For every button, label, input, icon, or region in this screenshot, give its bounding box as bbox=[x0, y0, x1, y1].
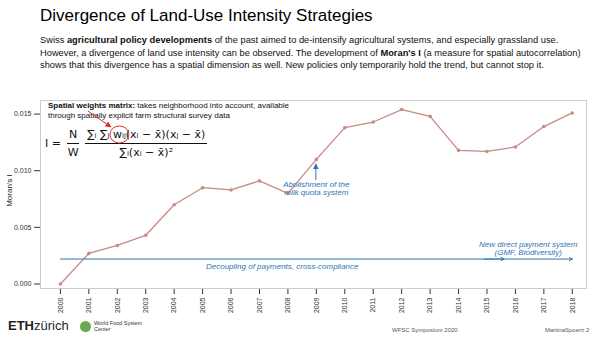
svg-text:0.015: 0.015 bbox=[14, 110, 32, 117]
svg-text:2009: 2009 bbox=[313, 297, 320, 313]
html-text:Spatial weights matrix: takes: Spatial weights matrix: takes neighborho… bbox=[48, 101, 289, 120]
svg-text:2007: 2007 bbox=[256, 297, 263, 313]
svg-text:2002: 2002 bbox=[114, 297, 121, 313]
html-text:N: N bbox=[69, 128, 78, 141]
svg-text:2008: 2008 bbox=[284, 297, 291, 313]
svg-text:Decoupling of payments, cross-: Decoupling of payments, cross-compliance bbox=[206, 262, 359, 271]
svg-text:2011: 2011 bbox=[369, 297, 376, 312]
svg-text:0.005: 0.005 bbox=[14, 224, 32, 231]
html-text:∑ᵢ ∑ⱼ wᵢⱼ (xᵢ − x̄)(xⱼ − x̄): ∑ᵢ ∑ⱼ wᵢⱼ (xᵢ − x̄)(xⱼ − x̄) bbox=[87, 128, 206, 141]
svg-text:2013: 2013 bbox=[426, 297, 433, 313]
html-text:∑ᵢ(xᵢ − x̄)²: ∑ᵢ(xᵢ − x̄)² bbox=[119, 146, 173, 159]
html-text:MartinaSpoerri 2: MartinaSpoerri 2 bbox=[545, 327, 590, 333]
html-text:World Food System: World Food System bbox=[94, 320, 143, 326]
svg-text:2015: 2015 bbox=[483, 297, 490, 313]
html-text:WFSC Symposium 2020: WFSC Symposium 2020 bbox=[392, 327, 458, 333]
svg-text:2017: 2017 bbox=[540, 297, 547, 313]
svg-text:2001: 2001 bbox=[85, 297, 92, 313]
html-text:ETH zürich: ETH zürich bbox=[8, 318, 69, 333]
html-text:W: W bbox=[67, 146, 79, 159]
svg-text:0.010: 0.010 bbox=[14, 167, 32, 174]
svg-text:New direct payment system(GMF,: New direct payment system(GMF, Biodivers… bbox=[479, 240, 578, 257]
svg-text:2016: 2016 bbox=[512, 297, 519, 313]
svg-text:2014: 2014 bbox=[455, 297, 462, 313]
html-text:I =: I = bbox=[45, 137, 61, 150]
html-text:Center: Center bbox=[94, 326, 111, 332]
svg-text:Abolishment of themilk quota s: Abolishment of themilk quota system bbox=[282, 180, 350, 197]
svg-text:2000: 2000 bbox=[57, 297, 64, 313]
html-text:Swiss agricultural policy deve: Swiss agricultural policy developments o… bbox=[40, 35, 581, 70]
svg-text:2005: 2005 bbox=[199, 297, 206, 313]
html-text:Moran's I: Moran's I bbox=[4, 174, 14, 207]
svg-text:2010: 2010 bbox=[341, 297, 348, 313]
svg-text:0.000: 0.000 bbox=[14, 280, 32, 287]
svg-text:2006: 2006 bbox=[227, 297, 234, 313]
svg-text:2003: 2003 bbox=[142, 297, 149, 313]
svg-text:2012: 2012 bbox=[398, 297, 405, 313]
svg-text:2004: 2004 bbox=[170, 297, 177, 313]
html-text:Divergence of Land-Use Intensi: Divergence of Land-Use Intensity Strateg… bbox=[40, 6, 373, 25]
svg-text:2018: 2018 bbox=[569, 297, 576, 313]
